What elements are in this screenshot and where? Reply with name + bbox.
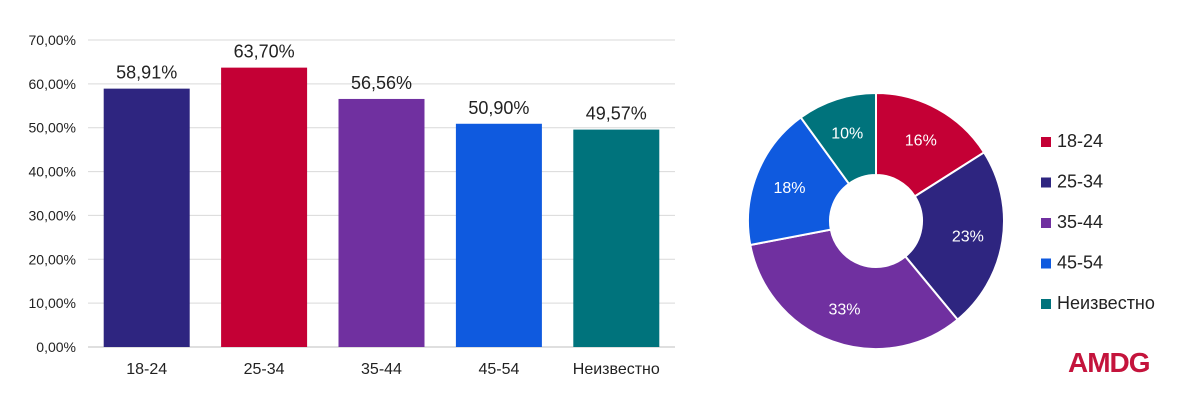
bar-value-label: 56,56%	[351, 73, 412, 93]
donut-slice	[749, 228, 959, 350]
legend-swatch	[1041, 299, 1051, 309]
slice-value-label: 18%	[774, 180, 806, 197]
slice-value-label: 16%	[905, 133, 937, 150]
y-tick-label: 40,00%	[29, 164, 76, 180]
donut-slice	[875, 91, 986, 198]
bar	[338, 98, 425, 347]
legend-label: Неизвестно	[1057, 293, 1155, 313]
slice-value-label: 33%	[828, 302, 860, 319]
y-tick-label: 30,00%	[29, 207, 76, 223]
x-category-label: 25-34	[244, 361, 285, 378]
legend-label: 18-24	[1057, 131, 1103, 151]
x-category-label: Неизвестно	[573, 361, 660, 378]
bar	[455, 123, 542, 347]
y-tick-label: 50,00%	[29, 120, 76, 136]
legend-swatch	[1041, 258, 1051, 269]
bar	[103, 88, 190, 347]
donut-slice	[799, 91, 877, 186]
x-category-label: 35-44	[361, 361, 402, 378]
bar-value-label: 49,57%	[586, 104, 647, 124]
legend-label: 45-54	[1057, 253, 1103, 273]
y-tick-label: 0,00%	[36, 339, 76, 355]
slice-value-label: 23%	[952, 229, 984, 246]
bar-chart: 0,00% 10,00% 20,00% 30,00% 40,00% 50,00% 60,00…	[29, 32, 675, 378]
bar-value-label: 63,70%	[234, 42, 295, 62]
bar	[221, 67, 308, 347]
x-category-label: 45-54	[478, 361, 519, 378]
y-tick-label: 20,00%	[29, 251, 76, 267]
donut-slice	[903, 151, 1005, 322]
bar-value-label: 58,91%	[116, 63, 177, 83]
legend-swatch	[1041, 137, 1051, 147]
amdg-logo: AMDG	[1068, 347, 1151, 378]
bar	[573, 129, 660, 347]
legend-swatch	[1041, 218, 1051, 228]
donut-chart: 16% 23% 33% 18% 10%	[747, 91, 1005, 350]
legend-swatch	[1041, 177, 1051, 188]
y-tick-label: 60,00%	[29, 76, 76, 92]
slice-value-label: 10%	[831, 126, 863, 143]
bar-value-label: 50,90%	[468, 98, 529, 118]
y-tick-label: 70,00%	[29, 32, 76, 48]
legend: 18-24 25-34 35-44 45-54 Неизвестно	[1041, 131, 1155, 313]
legend-label: 25-34	[1057, 172, 1103, 192]
x-category-label: 18-24	[126, 361, 167, 378]
y-tick-label: 10,00%	[29, 295, 76, 311]
legend-label: 35-44	[1057, 212, 1103, 232]
